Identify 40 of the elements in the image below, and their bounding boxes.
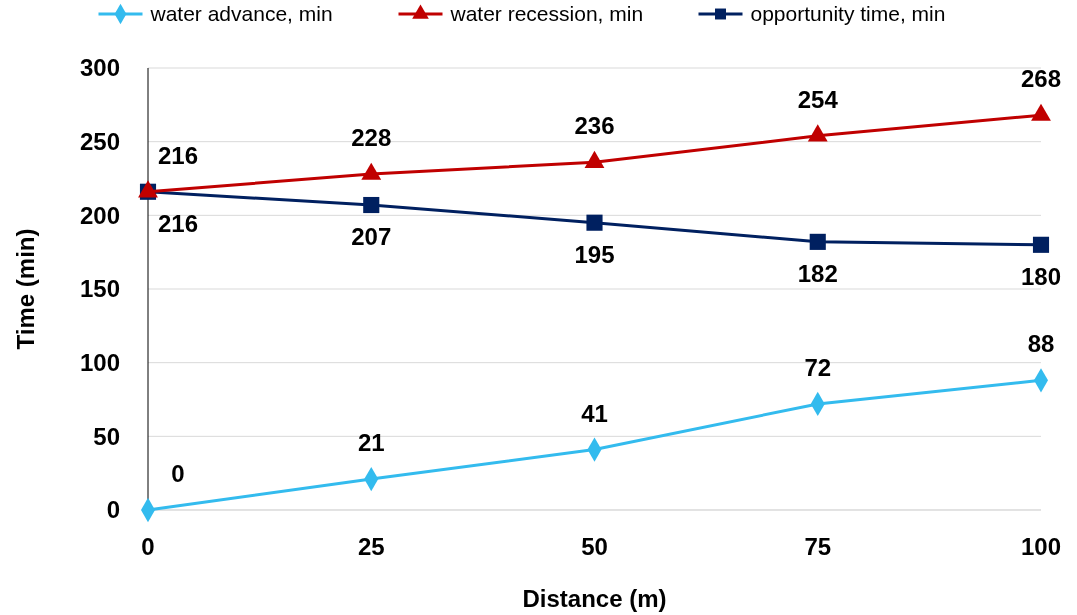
data-label: 21 <box>357 429 385 457</box>
y-axis-title: Time (min) <box>12 228 39 350</box>
data-label: 195 <box>574 240 615 268</box>
point <box>584 150 605 169</box>
x-axis-title: Distance (m) <box>522 585 667 612</box>
data-label: 254 <box>797 85 839 113</box>
data-label: 41 <box>581 399 608 427</box>
point <box>586 214 603 231</box>
y-tick-label: 200 <box>79 201 120 229</box>
data-label: 72 <box>804 353 832 381</box>
x-tick-label: 50 <box>581 533 608 560</box>
y-tick-label: 100 <box>79 349 120 377</box>
y-tick-label: 50 <box>93 422 120 450</box>
x-tick-label: 0 <box>141 533 155 560</box>
legend-label: water advance, min <box>149 2 333 26</box>
x-tick-label: 25 <box>357 533 385 560</box>
point <box>1032 236 1050 253</box>
y-tick-label: 150 <box>79 275 120 303</box>
x-tick-label: 75 <box>804 533 832 560</box>
data-label: 268 <box>1020 65 1062 93</box>
point <box>361 162 382 180</box>
data-label: 216 <box>157 209 199 237</box>
x-tick-label: 100 <box>1020 533 1062 560</box>
data-label: 88 <box>1027 330 1055 358</box>
data-label: 0 <box>171 460 185 487</box>
y-tick-label: 300 <box>79 54 120 82</box>
data-label: 180 <box>1020 262 1062 290</box>
data-label: 182 <box>797 259 838 287</box>
y-tick-label: 0 <box>106 496 120 524</box>
data-label: 216 <box>157 141 199 169</box>
data-label: 236 <box>574 112 615 140</box>
data-label: 228 <box>351 124 392 152</box>
point <box>807 124 828 142</box>
data-label: 207 <box>351 223 392 251</box>
legend-label: opportunity time, min <box>750 2 946 26</box>
point <box>363 196 380 214</box>
point <box>809 233 826 250</box>
y-tick-label: 250 <box>79 128 120 156</box>
point <box>1031 103 1051 121</box>
legend-label: water recession, min <box>449 2 644 26</box>
